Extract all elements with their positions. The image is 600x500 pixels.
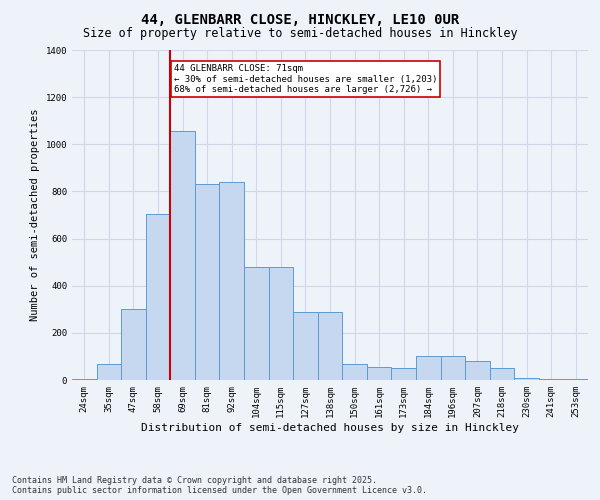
Bar: [367, 367, 391, 380]
Bar: [244, 267, 269, 380]
Bar: [170, 132, 195, 380]
Bar: [318, 312, 342, 380]
Bar: [121, 310, 146, 380]
Bar: [293, 312, 318, 380]
Bar: [342, 364, 367, 380]
X-axis label: Distribution of semi-detached houses by size in Hinckley: Distribution of semi-detached houses by …: [141, 422, 519, 432]
Bar: [269, 267, 293, 380]
Bar: [391, 368, 416, 380]
Bar: [220, 182, 244, 380]
Bar: [514, 378, 539, 380]
Bar: [490, 368, 514, 380]
Y-axis label: Number of semi-detached properties: Number of semi-detached properties: [30, 109, 40, 322]
Bar: [539, 379, 563, 380]
Text: 44, GLENBARR CLOSE, HINCKLEY, LE10 0UR: 44, GLENBARR CLOSE, HINCKLEY, LE10 0UR: [141, 12, 459, 26]
Bar: [440, 356, 465, 380]
Bar: [465, 361, 490, 380]
Bar: [146, 214, 170, 380]
Text: 44 GLENBARR CLOSE: 71sqm
← 30% of semi-detached houses are smaller (1,203)
68% o: 44 GLENBARR CLOSE: 71sqm ← 30% of semi-d…: [174, 64, 437, 94]
Text: Contains HM Land Registry data © Crown copyright and database right 2025.
Contai: Contains HM Land Registry data © Crown c…: [12, 476, 427, 495]
Bar: [195, 184, 220, 380]
Text: Size of property relative to semi-detached houses in Hinckley: Size of property relative to semi-detach…: [83, 28, 517, 40]
Bar: [416, 356, 440, 380]
Bar: [72, 379, 97, 380]
Bar: [97, 364, 121, 380]
